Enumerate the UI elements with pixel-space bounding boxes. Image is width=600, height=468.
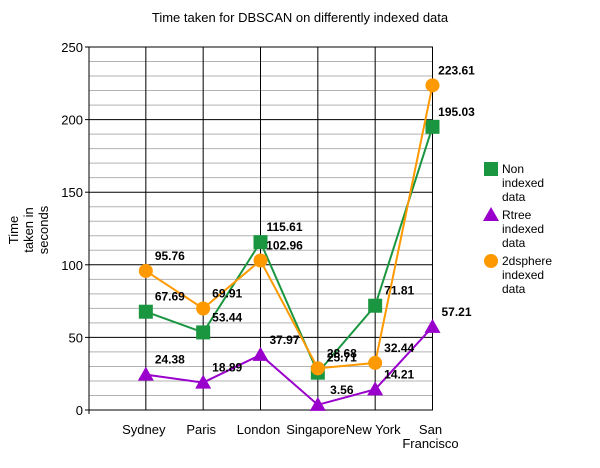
data-label: 57.21: [441, 305, 471, 319]
y-tick-label: 100: [61, 258, 83, 273]
data-label: 223.61: [438, 63, 475, 77]
legend-label: data: [502, 236, 526, 250]
data-point: [425, 119, 440, 134]
x-tick-label: London: [237, 422, 280, 437]
y-tick-label: 50: [69, 330, 83, 345]
data-point: [425, 78, 440, 93]
data-point: [195, 374, 212, 389]
y-axis-label-line: seconds: [36, 205, 51, 254]
data-label: 71.81: [384, 284, 414, 298]
legend-marker: [484, 254, 498, 268]
data-label: 95.76: [155, 249, 185, 263]
data-label: 18.89: [212, 361, 242, 375]
x-tick-label: Paris: [186, 422, 216, 437]
x-tick-label: Sydney: [122, 422, 166, 437]
y-axis-label-line: Time: [6, 216, 21, 244]
data-label: 67.69: [155, 290, 185, 304]
x-tick-label: San: [419, 422, 442, 437]
data-point: [309, 396, 326, 411]
series-line: [145, 126, 434, 375]
data-point: [138, 263, 153, 278]
chart-title: Time taken for DBSCAN on differently ind…: [152, 10, 449, 25]
x-tick-label: Singapore: [286, 422, 345, 437]
data-point: [424, 318, 441, 333]
legend-marker: [483, 207, 499, 221]
data-point: [138, 304, 153, 319]
data-point: [253, 235, 268, 250]
data-point: [196, 325, 211, 340]
data-label: 14.21: [384, 367, 414, 381]
data-label: 3.56: [330, 383, 354, 397]
legend-label: Non: [502, 162, 524, 176]
legend-label: data: [502, 190, 526, 204]
y-tick-label: 200: [61, 113, 83, 128]
y-tick-label: 0: [76, 403, 83, 418]
y-tick-label: 250: [61, 40, 83, 55]
data-label: 24.38: [155, 353, 185, 367]
data-point: [368, 298, 383, 313]
data-label: 32.44: [384, 341, 414, 355]
y-axis-label: Timetaken inseconds: [6, 205, 51, 254]
data-point: [367, 381, 384, 396]
x-tick-label: Francisco: [402, 436, 458, 451]
data-label: 195.03: [438, 105, 475, 119]
data-label: 37.97: [269, 333, 299, 347]
data-label: 69.91: [212, 286, 242, 300]
data-point: [252, 346, 269, 361]
data-label: 115.61: [266, 220, 302, 234]
legend-label: indexed: [502, 176, 544, 190]
series-line: [145, 326, 434, 406]
data-point: [368, 355, 383, 370]
y-axis-label-line: taken in: [21, 207, 36, 253]
data-point: [196, 301, 211, 316]
data-label: 28.68: [327, 346, 357, 360]
data-point: [310, 361, 325, 376]
x-tick-label: New York: [346, 422, 401, 437]
legend-label: indexed: [502, 268, 544, 282]
y-tick-label: 150: [61, 185, 83, 200]
data-point: [253, 253, 268, 268]
data-label: 53.44: [212, 310, 242, 324]
data-point: [137, 366, 154, 381]
data-label: 25.71: [327, 351, 357, 365]
legend-label: 2dsphere: [502, 254, 552, 268]
legend-marker: [484, 162, 498, 176]
data-label: 102.96: [266, 239, 303, 253]
series-line: [145, 85, 434, 370]
legend-label: Rtree: [502, 208, 532, 222]
legend-label: data: [502, 282, 526, 296]
legend-label: indexed: [502, 222, 544, 236]
